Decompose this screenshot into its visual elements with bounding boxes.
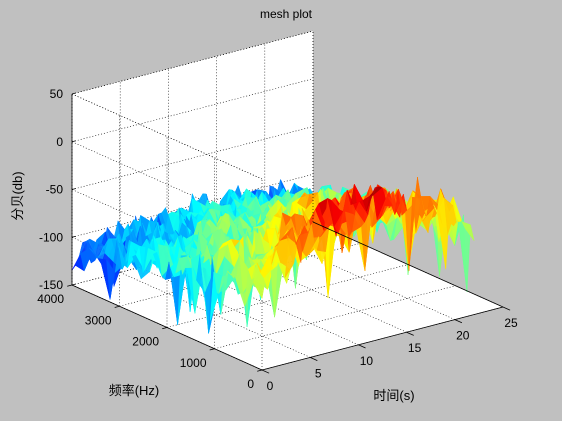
y-tick-label: 4000	[37, 292, 64, 306]
gridline-y-floor	[166, 264, 409, 328]
z-tick-mark	[71, 235, 76, 238]
chart-title: mesh plot	[260, 7, 313, 21]
z-tick-label: 0	[56, 135, 63, 149]
x-tick-mark	[454, 319, 463, 324]
x-tick-label: 5	[315, 366, 322, 380]
y-tick-mark	[67, 284, 73, 287]
gridline-z-back	[71, 173, 314, 238]
top-edge-back	[71, 30, 314, 95]
z-tick-label: -150	[39, 278, 63, 292]
z-tick-mark	[71, 188, 76, 190]
x-tick-mark	[310, 357, 318, 361]
z-tick-mark	[71, 140, 76, 143]
x-tick-label: 10	[360, 354, 374, 368]
y-axis-label: 频率(Hz)	[109, 383, 160, 398]
y-tick-mark	[162, 327, 168, 330]
axes-layer: 0 5 10 15 20 25 0 1000 2000 3000 4000-150 -100 -50 0 5…	[37, 30, 518, 393]
x-tick-mark	[502, 306, 511, 311]
z-tick-mark	[71, 92, 76, 95]
z-axis-label: 分贝(db)	[10, 171, 25, 220]
x-axis-line	[261, 306, 504, 371]
x-tick-mark	[358, 344, 366, 349]
y-tick-label: 1000	[180, 356, 207, 370]
labels-layer: mesh plot 时间(s) 频率(Hz) 分贝(db)	[10, 7, 415, 403]
x-tick-label: 20	[456, 329, 470, 343]
y-tick-mark	[114, 305, 120, 308]
z-tick-label: 50	[50, 87, 64, 101]
z-tick-mark	[71, 283, 76, 286]
x-tick-label: 25	[504, 316, 518, 330]
mesh-cell	[461, 221, 475, 241]
gridline-y-floor	[214, 285, 456, 350]
y-tick-mark	[257, 369, 263, 372]
gridline-z-back	[71, 126, 314, 190]
x-axis-label: 时间(s)	[373, 388, 414, 403]
y-tick-label: 3000	[85, 313, 112, 327]
x-tick-label: 0	[267, 379, 274, 393]
x-tick-label: 15	[408, 341, 422, 355]
floor-edge	[312, 221, 504, 308]
y-tick-label: 0	[247, 377, 254, 391]
x-tick-mark	[261, 369, 270, 374]
x-tick-mark	[406, 331, 414, 336]
y-tick-mark	[209, 348, 215, 351]
mesh-surface	[71, 177, 475, 334]
gridline-z-back	[71, 78, 314, 143]
y-tick-label: 2000	[132, 335, 159, 349]
z-tick-label: -50	[46, 183, 64, 197]
z-tick-label: -100	[39, 230, 63, 244]
